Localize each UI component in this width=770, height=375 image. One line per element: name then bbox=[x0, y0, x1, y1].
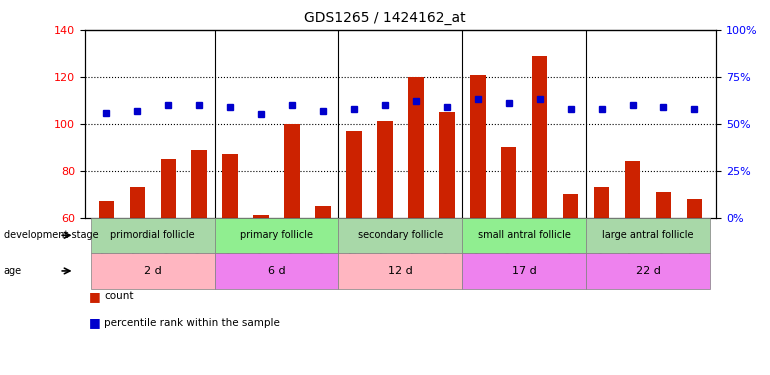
Bar bbox=[315, 206, 331, 218]
Text: small antral follicle: small antral follicle bbox=[477, 230, 571, 240]
Bar bbox=[99, 201, 114, 217]
Bar bbox=[253, 215, 269, 217]
Bar bbox=[346, 131, 362, 218]
Text: 2 d: 2 d bbox=[144, 266, 162, 276]
Bar bbox=[594, 187, 609, 218]
Text: large antral follicle: large antral follicle bbox=[602, 230, 694, 240]
Bar bbox=[687, 199, 702, 217]
Text: GDS1265 / 1424162_at: GDS1265 / 1424162_at bbox=[304, 11, 466, 25]
Bar bbox=[192, 150, 207, 217]
Text: age: age bbox=[4, 266, 22, 276]
Bar bbox=[563, 194, 578, 217]
Text: 22 d: 22 d bbox=[635, 266, 661, 276]
Bar bbox=[284, 124, 300, 218]
Bar bbox=[624, 161, 641, 218]
Bar bbox=[501, 147, 517, 218]
Bar bbox=[160, 159, 176, 218]
Text: 17 d: 17 d bbox=[512, 266, 537, 276]
Text: 12 d: 12 d bbox=[388, 266, 413, 276]
Text: count: count bbox=[104, 291, 133, 301]
Text: ■: ■ bbox=[89, 316, 100, 329]
Text: ■: ■ bbox=[89, 290, 100, 303]
Bar bbox=[439, 112, 454, 218]
Text: 6 d: 6 d bbox=[268, 266, 286, 276]
Bar bbox=[129, 187, 145, 218]
Text: primary follicle: primary follicle bbox=[240, 230, 313, 240]
Text: development stage: development stage bbox=[4, 230, 99, 240]
Bar bbox=[377, 122, 393, 218]
Text: primordial follicle: primordial follicle bbox=[110, 230, 195, 240]
Bar bbox=[656, 192, 671, 217]
Bar bbox=[223, 154, 238, 218]
Text: percentile rank within the sample: percentile rank within the sample bbox=[104, 318, 280, 327]
Bar bbox=[470, 75, 486, 217]
Bar bbox=[532, 56, 547, 217]
Text: secondary follicle: secondary follicle bbox=[358, 230, 443, 240]
Bar bbox=[408, 77, 424, 218]
